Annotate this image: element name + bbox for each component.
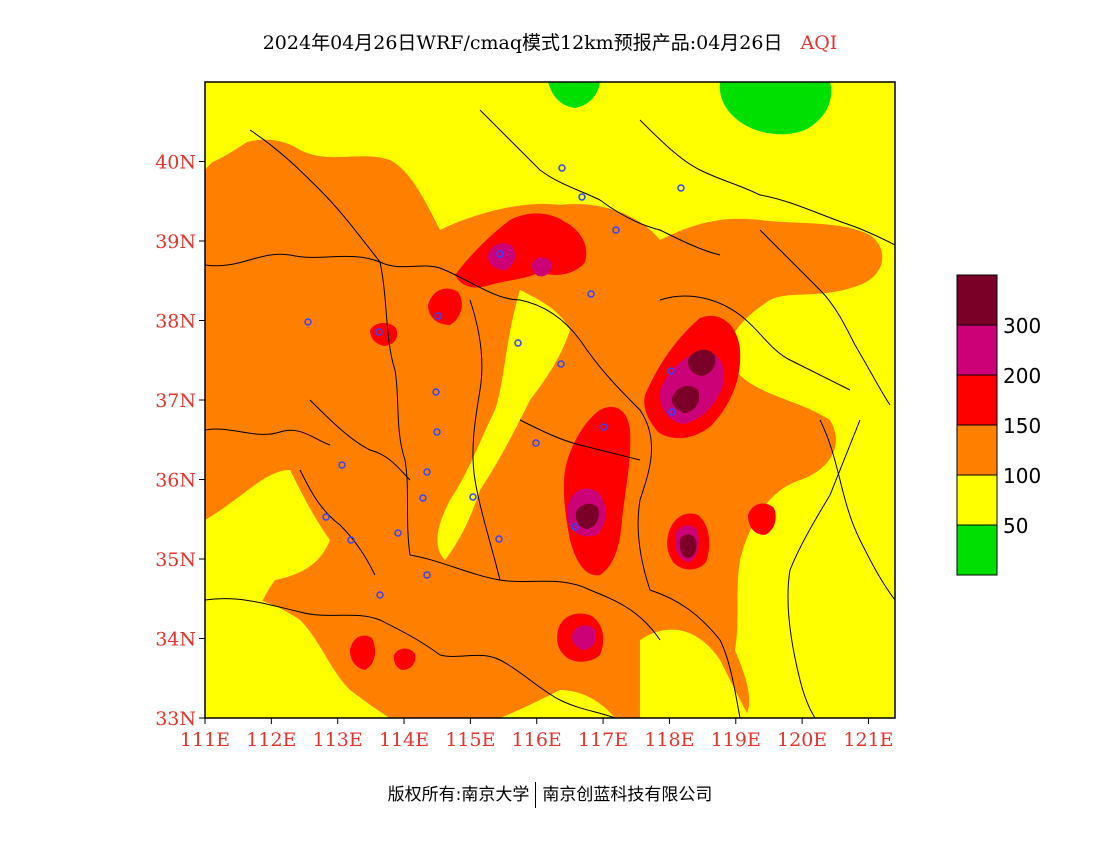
city-marker xyxy=(432,388,440,396)
legend-swatch xyxy=(956,274,998,326)
city-marker xyxy=(376,591,384,599)
aqi-region-yellow-north xyxy=(205,82,560,174)
city-marker xyxy=(495,535,503,543)
legend-label: 150 xyxy=(1003,414,1041,438)
lon-label: 111E xyxy=(180,729,230,751)
city-marker xyxy=(423,571,431,579)
legend-swatch xyxy=(956,474,998,526)
aqi-region-magenta-6 xyxy=(571,625,596,650)
aqi-region-yellow-east xyxy=(745,285,895,718)
city-marker xyxy=(667,367,675,375)
legend-swatch xyxy=(956,374,998,426)
lat-label: 34N xyxy=(155,629,196,651)
lon-label: 119E xyxy=(711,729,761,751)
aqi-region-red-coast xyxy=(748,503,776,535)
lat-label: 36N xyxy=(155,470,196,492)
lon-label: 117E xyxy=(578,729,628,751)
legend-label: 200 xyxy=(1003,364,1041,388)
legend-label: 50 xyxy=(1003,514,1028,538)
city-marker xyxy=(668,408,676,416)
lon-label: 115E xyxy=(445,729,495,751)
city-marker xyxy=(571,523,579,531)
city-marker xyxy=(423,468,431,476)
aqi-region-red-south-1 xyxy=(350,635,376,670)
aqi-legend: 300 200 150 100 50 xyxy=(956,274,1041,576)
coastline xyxy=(759,229,891,718)
city-marker xyxy=(433,428,441,436)
title-main: 2024年04月26日WRF/cmaq模式12km预报产品:04月26日 xyxy=(262,32,783,54)
lat-label: 35N xyxy=(155,549,196,571)
city-marker xyxy=(578,193,586,201)
lon-label: 112E xyxy=(246,729,296,751)
city-marker xyxy=(394,529,402,537)
chart-title: 2024年04月26日WRF/cmaq模式12km预报产品:04月26日 AQI xyxy=(0,28,1100,55)
province-boundaries xyxy=(205,109,895,718)
lat-label: 38N xyxy=(155,311,196,333)
aqi-region-red-south-2 xyxy=(393,648,416,670)
axis-ticks xyxy=(199,161,869,724)
legend-swatch xyxy=(956,524,998,576)
aqi-region-maroon-2 xyxy=(671,385,700,413)
city-marker xyxy=(600,423,608,431)
lon-label: 121E xyxy=(843,729,893,751)
city-marker xyxy=(557,360,565,368)
city-marker xyxy=(338,461,346,469)
longitude-labels: 111E 112E 113E 114E 115E 116E 117E 118E 119E 120E… xyxy=(180,729,894,751)
aqi-region-yellow-southeast xyxy=(640,629,750,718)
company-text: 南京创蓝科技有限公司 xyxy=(542,785,713,805)
copyright-text: 版权所有:南京大学 xyxy=(387,785,530,805)
city-marker xyxy=(469,493,477,501)
title-variable: AQI xyxy=(800,32,838,54)
city-marker xyxy=(532,439,540,447)
city-marker xyxy=(514,339,522,347)
aqi-region-yellow-corridor xyxy=(437,290,570,560)
aqi-field xyxy=(205,82,895,718)
lon-label: 120E xyxy=(777,729,827,751)
city-marker xyxy=(558,164,566,172)
aqi-region-yellow-northeast xyxy=(600,82,895,240)
aqi-region-red-shanxi xyxy=(428,288,462,325)
legend-label: 300 xyxy=(1003,314,1041,338)
city-marker xyxy=(304,318,312,326)
city-marker xyxy=(375,328,383,336)
lat-label: 40N xyxy=(155,152,196,174)
aqi-region-red-taiyuan xyxy=(370,322,398,346)
aqi-region-maroon-1 xyxy=(687,349,716,376)
aqi-region-green-2 xyxy=(719,82,832,135)
city-marker xyxy=(434,312,442,320)
city-marker xyxy=(677,184,685,192)
lon-label: 118E xyxy=(644,729,694,751)
lat-label: 37N xyxy=(155,390,196,412)
city-marker xyxy=(347,536,355,544)
city-markers xyxy=(304,164,685,599)
aqi-region-magenta-2 xyxy=(531,257,552,277)
city-marker xyxy=(322,513,330,521)
city-marker xyxy=(612,226,620,234)
aqi-region-yellow-southwest xyxy=(205,596,390,718)
aqi-region-maroon-4 xyxy=(679,534,697,558)
latitude-labels: 40N 39N 38N 37N 36N 35N 34N 33N xyxy=(155,152,196,731)
copyright-footer: 版权所有:南京大学 南京创蓝科技有限公司 xyxy=(0,780,1100,808)
lon-label: 116E xyxy=(512,729,562,751)
lat-label: 33N xyxy=(155,708,196,730)
lat-label: 39N xyxy=(155,231,196,253)
legend-label: 100 xyxy=(1003,464,1041,488)
legend-swatch xyxy=(956,424,998,476)
legend-swatch xyxy=(956,324,998,376)
aqi-region-green-1 xyxy=(548,82,600,108)
city-marker xyxy=(496,250,504,258)
footer-separator xyxy=(535,782,537,808)
lon-label: 114E xyxy=(379,729,429,751)
city-marker xyxy=(419,494,427,502)
aqi-region-maroon-3 xyxy=(575,503,599,529)
aqi-region-red-beijing-tianjin xyxy=(455,213,587,288)
city-marker xyxy=(587,290,595,298)
lon-label: 113E xyxy=(313,729,363,751)
